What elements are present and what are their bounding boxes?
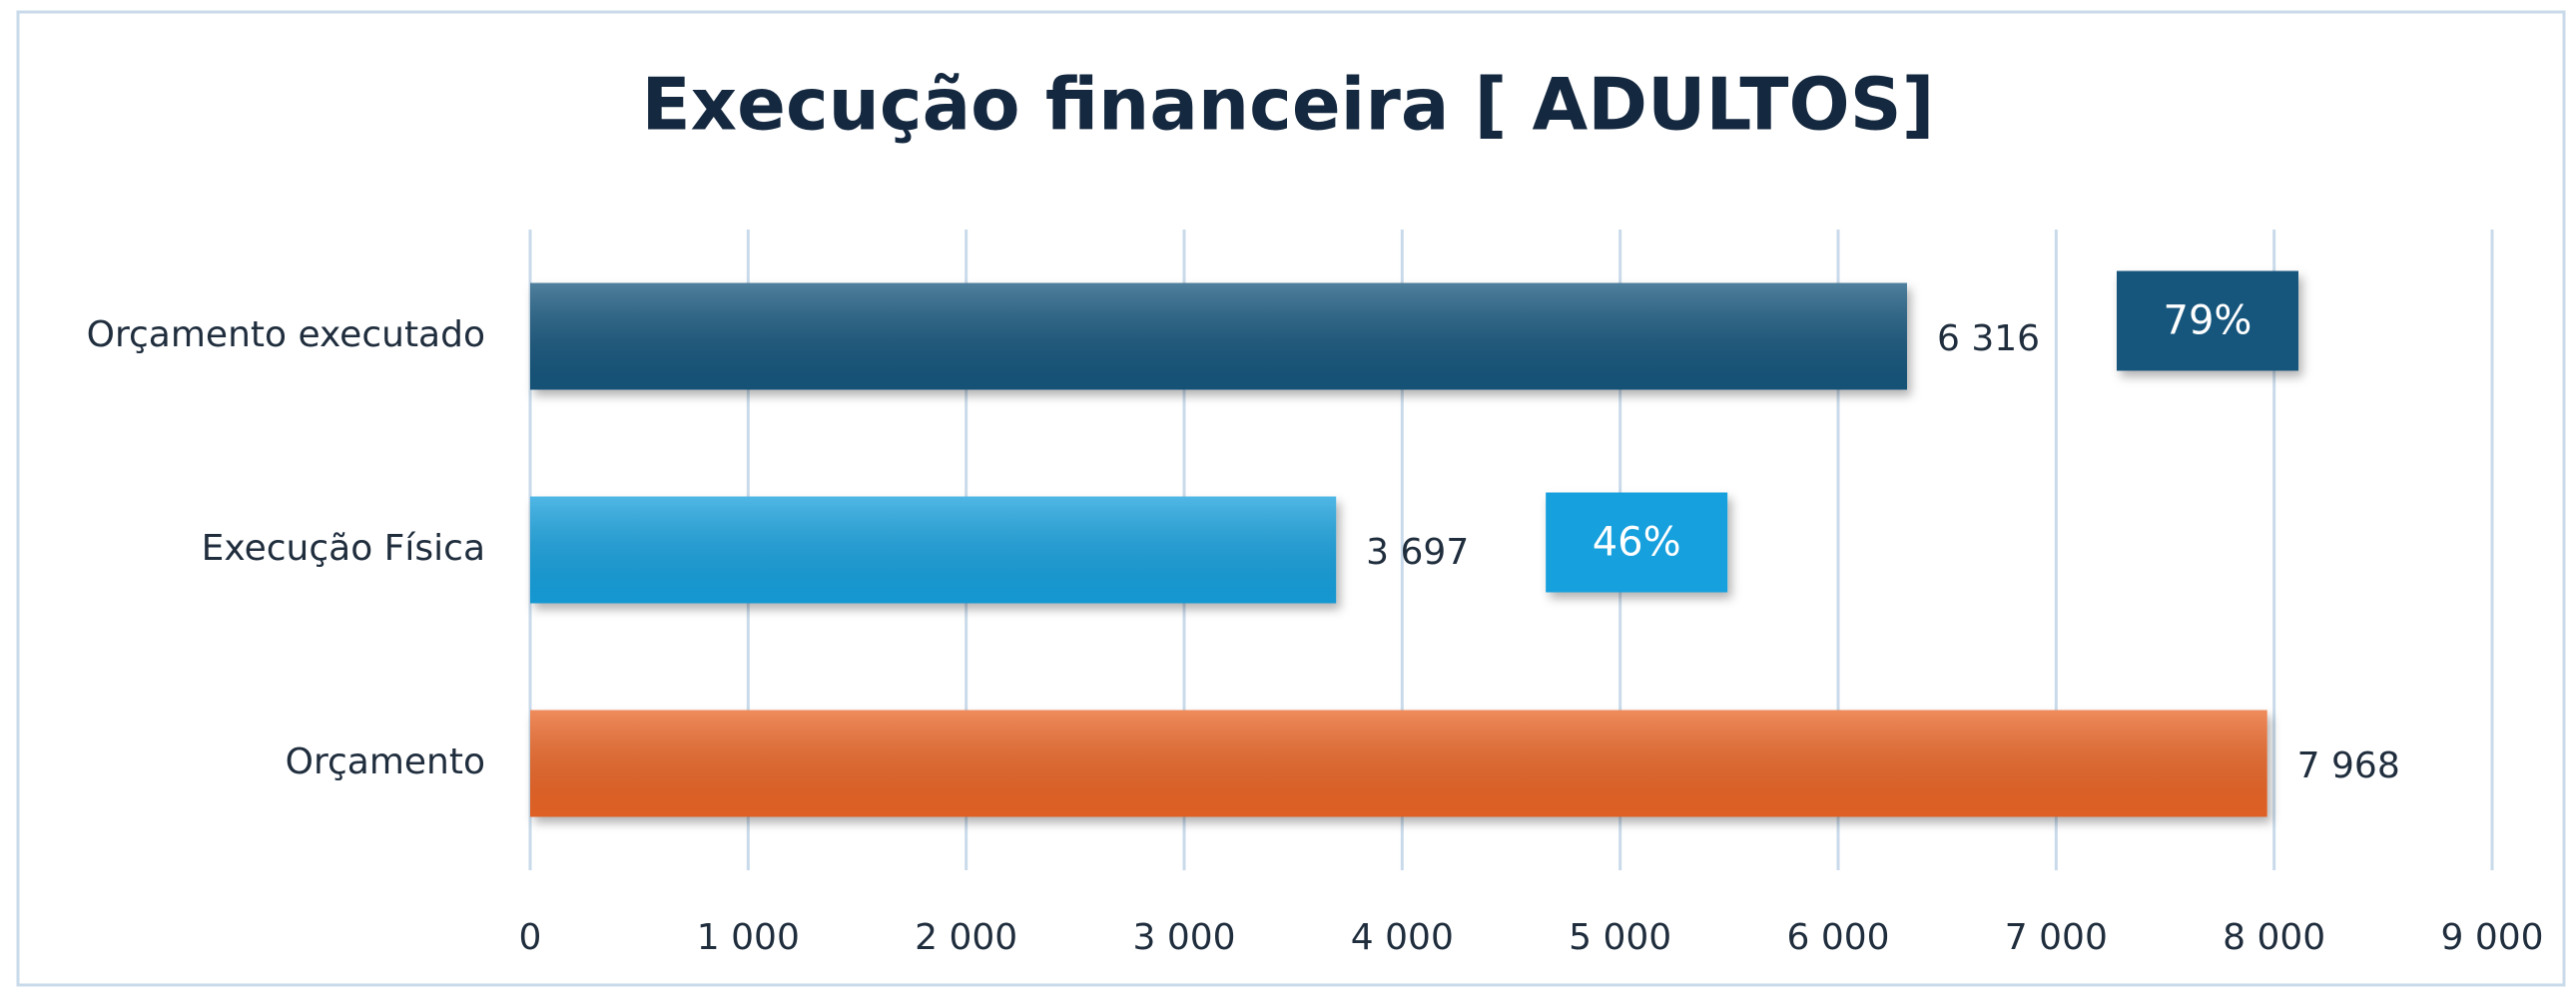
annotation-box [1546, 492, 1728, 593]
annotation: 79% [2164, 298, 2253, 344]
x-tick-label: 0 [519, 917, 542, 958]
value-label: 3 697 [1366, 532, 1469, 573]
y-tick-label: Execução Física [202, 528, 485, 569]
bar-sheen [530, 282, 1907, 390]
x-tick-label: 5 000 [1569, 917, 1671, 958]
y-tick-label: Orçamento [286, 742, 485, 782]
value-label: 7 968 [2297, 745, 2400, 786]
x-tick-label: 1 000 [697, 917, 800, 958]
x-tick-label: 8 000 [2223, 917, 2325, 958]
x-tick-label: 9 000 [2440, 917, 2543, 958]
x-tick-label: 7 000 [2005, 917, 2108, 958]
x-tick-label: 4 000 [1351, 917, 1454, 958]
x-tick-label: 3 000 [1132, 917, 1235, 958]
annotation-box [2116, 270, 2298, 371]
bar-sheen [530, 710, 2267, 817]
y-tick-label: Orçamento executado [87, 314, 485, 355]
x-tick-label: 2 000 [915, 917, 1017, 958]
x-tick-label: 6 000 [1786, 917, 1889, 958]
bar-sheen [530, 496, 1337, 604]
chart-title: Execução financeira [ ADULTOS] [642, 63, 1935, 147]
value-label: 6 316 [1937, 318, 2040, 359]
annotation: 46% [1593, 520, 1681, 566]
